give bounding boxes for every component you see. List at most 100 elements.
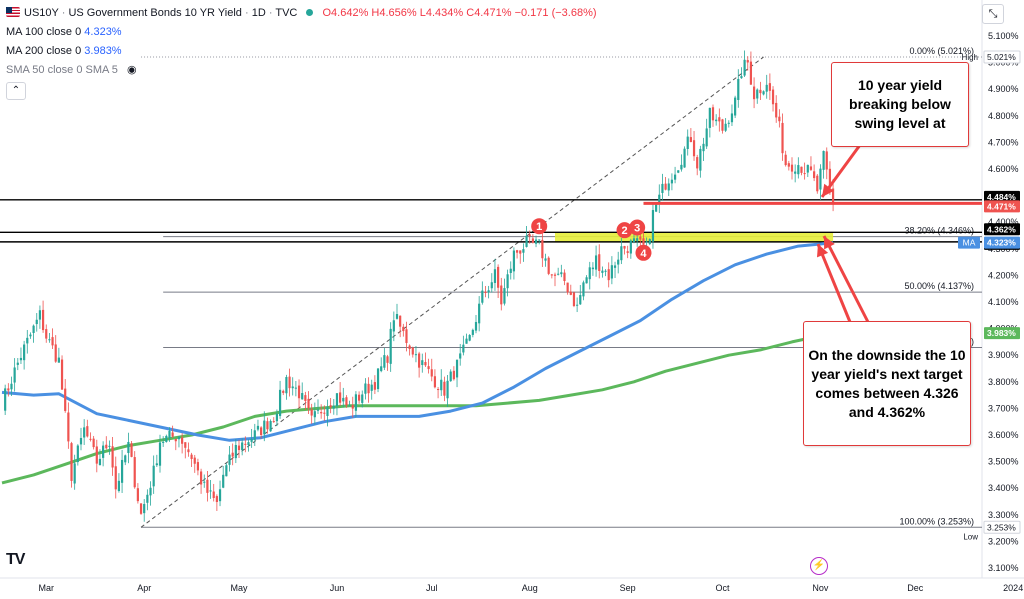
callout-bottom-text: On the downside the 10 year yield's next… [808,346,966,420]
candle-body [418,353,421,368]
candle-body [790,164,794,172]
candle-body [329,405,332,408]
candle-body [579,295,582,305]
price-label-3: 4.362% [984,223,1020,236]
candle-body [582,282,585,297]
candle-body [60,359,64,390]
collapse-legend-button[interactable]: ⌃ [6,82,26,100]
source-label: TVC [275,7,298,19]
indicator-sma50-label: SMA 50 close 0 SMA 5 [6,64,118,76]
candle-body [130,443,133,457]
candle-body [490,282,493,289]
candle-body [256,425,260,430]
y-tick-label-16: 3.500% [988,457,1019,467]
candle-body [282,390,285,393]
candle-body [272,421,275,423]
candle-body [661,183,664,193]
candle-body [730,113,734,123]
lightning-icon[interactable]: ⚡ [810,557,828,575]
interval-label[interactable]: 1D [251,7,266,19]
y-tick-label-2: 4.900% [988,84,1019,94]
y-tick-label-3: 4.800% [988,111,1019,121]
candle-body [683,148,686,168]
low-tag: Low [963,532,978,541]
candle-body [765,84,768,92]
arrow-top [820,144,862,198]
y-tick-label-13: 3.800% [988,377,1019,387]
indicator-ma200[interactable]: MA 200 close 0 3.983% [6,42,597,61]
indicator-ma100-label: MA 100 close 0 [6,26,82,38]
candle-body [424,362,427,366]
candle-body [86,426,89,437]
candle-body [209,490,212,492]
marker-label-2: 2 [621,225,627,237]
candle-body [680,164,683,170]
candle-body [677,170,680,173]
ma100-line [1,241,834,442]
target-zone [555,232,834,242]
indicator-sma50[interactable]: SMA 50 close 0 SMA 5 ◉ [6,61,597,80]
candle-body [294,387,297,389]
candle-body [737,78,740,100]
candle-body [667,183,670,191]
candle-body [446,380,449,399]
candle-body [553,274,557,276]
candle-body [771,89,775,105]
candle-body [797,165,800,175]
candle-body [95,446,98,464]
fib-label-1: 38.20% (4.346%) [904,226,974,236]
price-label-bg-1 [984,190,1020,203]
price-label-5: 4.323% MA [958,236,1020,249]
candle-body [29,334,32,337]
candle-body [168,430,171,439]
arrow-top-head [822,183,834,197]
candle-body [332,405,335,409]
candle-body [108,445,111,447]
candle-body [335,393,339,407]
hidden-eye-icon[interactable]: ◉ [126,64,137,76]
y-tick-label-18: 3.300% [988,510,1019,520]
candle-body [749,61,753,85]
candle-body [136,488,139,502]
candle-body [57,357,60,363]
candle-body [768,83,771,91]
market-status-icon [306,9,314,16]
candle-body [724,123,727,131]
tradingview-logo[interactable]: TV [6,551,25,568]
candle-body [478,303,481,324]
candle-body [522,249,525,253]
candle-body [339,392,342,403]
marker-circle-2 [616,222,633,239]
candle-body [247,442,250,446]
candle-body [184,442,187,448]
candle-body [655,204,658,212]
candle-body [585,277,588,284]
candle-body [538,239,541,241]
symbol-label[interactable]: US10Y [24,7,59,19]
candle-body [67,412,70,442]
candle-body [481,290,484,303]
candle-body [7,388,10,391]
candle-body [436,389,440,391]
price-label-0: 5.021% [983,50,1021,64]
candle-body [345,397,348,406]
candle-body [781,122,784,154]
candle-body [120,459,124,483]
indicator-ma100[interactable]: MA 100 close 0 4.323% [6,23,597,42]
fullscreen-button[interactable]: ⤡ [982,4,1004,24]
candle-body [610,265,613,279]
candle-body [389,328,392,364]
candle-body [598,254,601,271]
y-tick-label-5: 4.600% [988,164,1019,174]
candle-body [342,397,345,402]
candle-body [380,366,383,372]
candle-body [316,409,320,411]
candle-body [386,356,389,363]
candle-body [253,430,256,440]
price-label-bg-7 [983,520,1021,534]
candle-body [187,449,190,453]
candle-body [822,150,825,170]
candle-body [721,119,724,131]
candle-body [686,136,689,149]
